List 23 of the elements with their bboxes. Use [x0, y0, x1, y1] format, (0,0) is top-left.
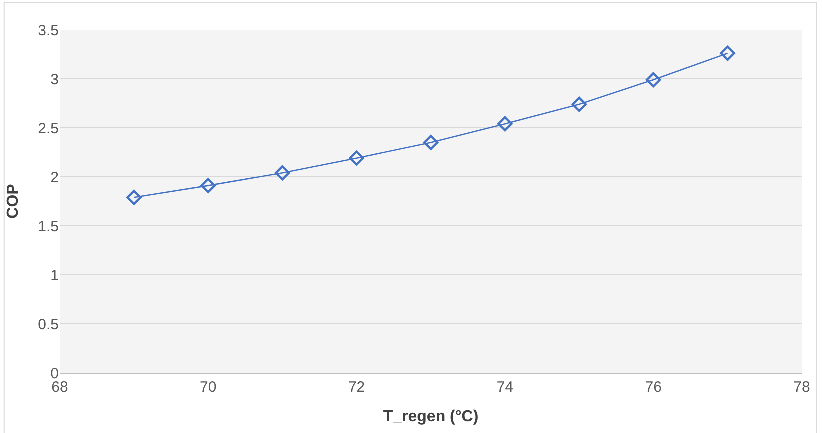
- y-axis-title: COP: [5, 184, 22, 219]
- y-tick-label: 3.5: [38, 22, 59, 40]
- x-tick-label: 70: [200, 379, 217, 396]
- point: [200, 178, 216, 194]
- y-tick-label: 0.5: [38, 316, 59, 334]
- y-tick-label: 2.5: [38, 120, 59, 138]
- point: [572, 96, 587, 112]
- y-tick-label: 3: [50, 71, 59, 88]
- point: [646, 72, 662, 88]
- point: [423, 135, 439, 150]
- point: [720, 46, 736, 62]
- x-tick-label: 76: [645, 379, 662, 396]
- point: [126, 190, 142, 206]
- point: [498, 116, 513, 132]
- x-tick-label: 78: [794, 379, 810, 396]
- y-tick-label: 1: [50, 267, 59, 284]
- x-tick-label: 74: [496, 379, 514, 396]
- x-tick-label: 72: [348, 379, 366, 396]
- y-tick-label: 1.5: [38, 218, 59, 236]
- point: [349, 150, 364, 166]
- point: [275, 165, 290, 181]
- x-axis-title: T_regen (°C): [383, 408, 479, 426]
- y-tick-label: 2: [50, 169, 59, 186]
